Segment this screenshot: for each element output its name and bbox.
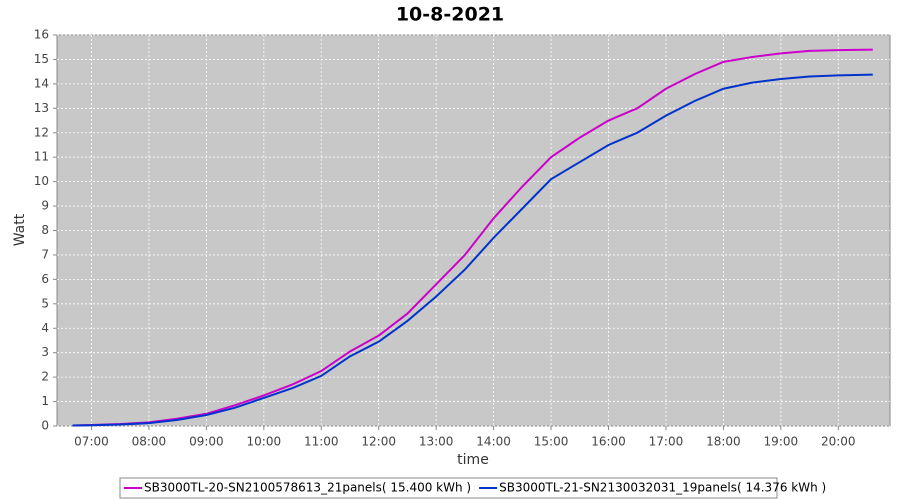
x-tick-label: 15:00 xyxy=(534,435,569,449)
x-axis-label: time xyxy=(457,452,489,468)
y-tick-label: 10 xyxy=(34,174,49,188)
x-tick-label: 12:00 xyxy=(361,435,396,449)
chart-title: 10-8-2021 xyxy=(396,4,504,26)
y-tick-label: 3 xyxy=(41,345,49,359)
x-tick-label: 13:00 xyxy=(419,435,454,449)
y-tick-label: 7 xyxy=(41,247,49,261)
y-tick-label: 5 xyxy=(41,296,49,310)
y-tick-label: 8 xyxy=(41,223,49,237)
x-tick-label: 09:00 xyxy=(189,435,224,449)
y-tick-label: 1 xyxy=(41,394,49,408)
x-tick-label: 07:00 xyxy=(74,435,109,449)
y-tick-label: 6 xyxy=(41,272,49,286)
y-tick-label: 16 xyxy=(34,28,49,42)
x-tick-label: 16:00 xyxy=(591,435,626,449)
y-tick-label: 4 xyxy=(41,321,49,335)
x-tick-label: 19:00 xyxy=(764,435,799,449)
legend-label: SB3000TL-20-SN2100578613_21panels( 15.40… xyxy=(144,481,471,495)
y-tick-label: 12 xyxy=(34,125,49,139)
x-tick-label: 18:00 xyxy=(706,435,741,449)
y-tick-label: 0 xyxy=(41,419,49,433)
legend xyxy=(119,477,778,499)
y-tick-label: 9 xyxy=(41,199,49,213)
y-tick-label: 15 xyxy=(34,52,49,66)
x-tick-label: 11:00 xyxy=(304,435,339,449)
x-tick-label: 17:00 xyxy=(649,435,684,449)
x-tick-label: 14:00 xyxy=(476,435,511,449)
x-tick-label: 20:00 xyxy=(821,435,856,449)
y-axis-label: Watt xyxy=(12,213,28,246)
legend-label: SB3000TL-21-SN2130032031_19panels( 14.37… xyxy=(499,481,826,495)
series-line xyxy=(72,48,873,427)
y-tick-label: 13 xyxy=(34,101,49,115)
x-tick-label: 10:00 xyxy=(247,435,282,449)
y-tick-label: 11 xyxy=(34,150,49,164)
x-tick-label: 08:00 xyxy=(132,435,167,449)
y-tick-label: 14 xyxy=(34,76,49,90)
series-line xyxy=(72,73,873,427)
y-tick-label: 2 xyxy=(41,370,49,384)
